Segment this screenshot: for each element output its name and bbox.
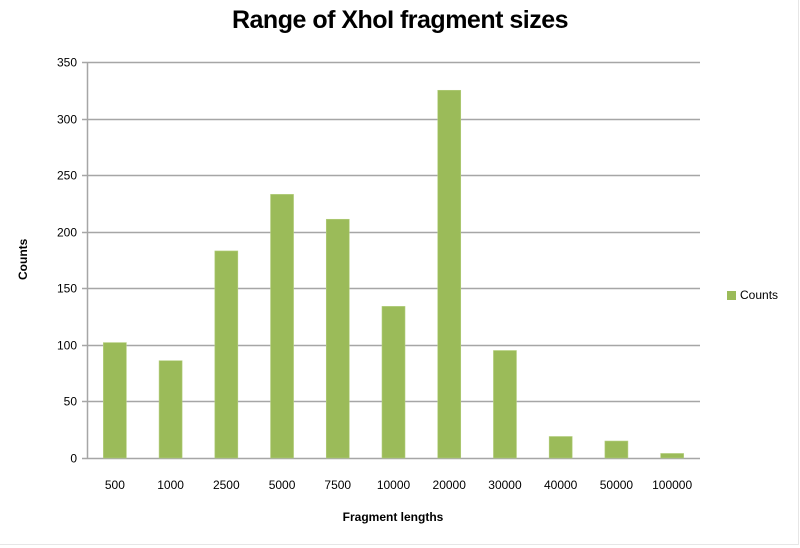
x-tick-label: 5000 xyxy=(269,478,296,492)
chart-title: Range of XhoI fragment sizes xyxy=(231,6,569,34)
x-tick-label: 10000 xyxy=(377,478,411,492)
bar-2500 xyxy=(214,250,239,459)
bar-500 xyxy=(103,342,127,459)
bar-5000 xyxy=(270,194,294,459)
y-tick-label: 250 xyxy=(57,169,77,183)
legend-swatch-icon xyxy=(727,290,736,300)
x-tick-label: 2500 xyxy=(213,478,240,492)
bar-1000 xyxy=(158,360,183,459)
bar-100000 xyxy=(660,453,684,459)
x-tick-label: 40000 xyxy=(544,478,578,492)
y-tick-label: 200 xyxy=(57,226,77,240)
bar-20000 xyxy=(437,89,462,459)
y-tick-label: 350 xyxy=(57,56,77,70)
x-tick-label: 7500 xyxy=(324,478,351,492)
bar-50000 xyxy=(604,440,629,459)
x-axis-label: Fragment lengths xyxy=(342,510,444,524)
bar-30000 xyxy=(493,350,517,459)
bar-7500 xyxy=(325,218,350,459)
x-tick-label: 30000 xyxy=(488,478,522,492)
y-tick-label: 50 xyxy=(64,395,78,409)
legend: Counts xyxy=(727,288,778,302)
bar-10000 xyxy=(381,306,406,459)
y-tick-label: 150 xyxy=(57,282,77,296)
x-tick-label: 20000 xyxy=(433,478,467,492)
x-tick-label: 100000 xyxy=(652,478,692,492)
x-tick-label: 50000 xyxy=(600,478,634,492)
y-tick-label: 100 xyxy=(57,339,77,353)
x-tick-label: 500 xyxy=(105,478,125,492)
x-tick-label: 1000 xyxy=(157,478,184,492)
y-tick-label: 0 xyxy=(70,452,77,466)
y-tick-label: 300 xyxy=(57,113,77,127)
legend-label: Counts xyxy=(740,288,779,302)
bar-40000 xyxy=(548,436,573,459)
